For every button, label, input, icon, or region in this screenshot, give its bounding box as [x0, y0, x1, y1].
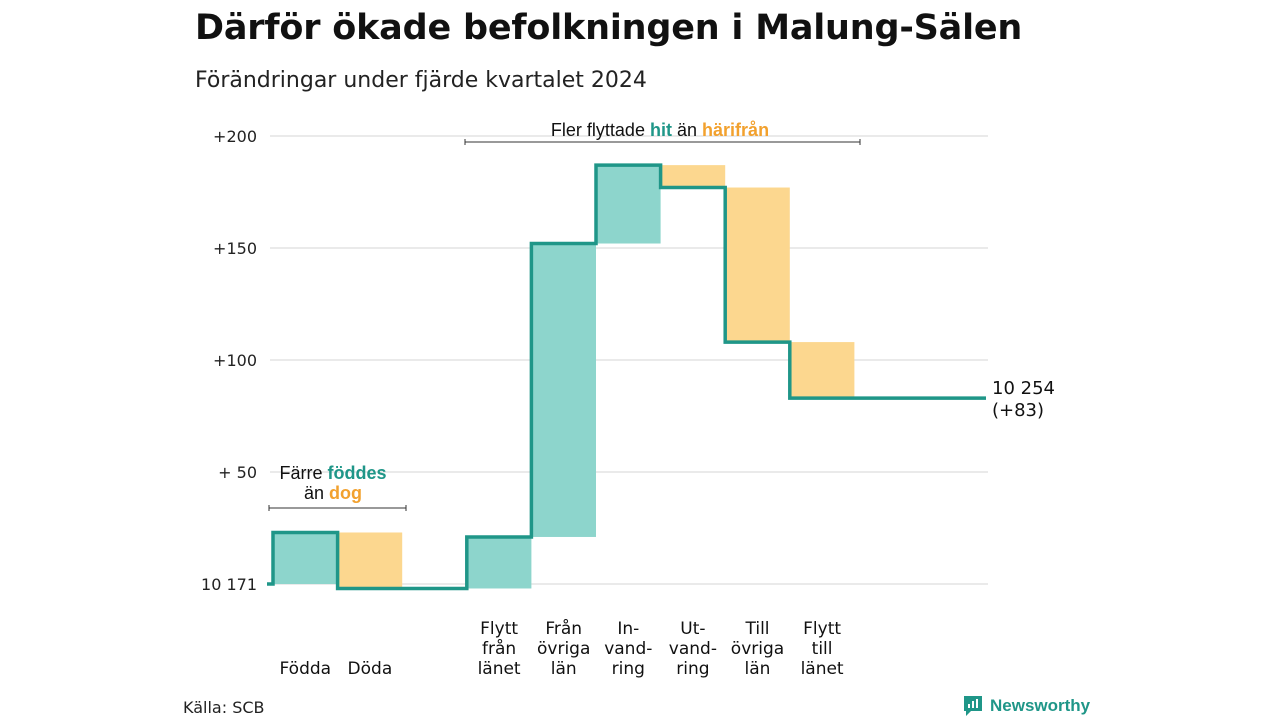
- category-label: vand-: [669, 639, 717, 659]
- y-tick-label: +100: [213, 351, 257, 370]
- newsworthy-logo-icon: [964, 696, 982, 716]
- category-label: från: [482, 638, 516, 659]
- y-tick-label: 10 171: [201, 575, 257, 594]
- category-label: Från: [545, 618, 582, 639]
- births-annotation-line2: än dog: [304, 483, 362, 503]
- bar-increase: [466, 536, 532, 589]
- bar-increase: [596, 165, 661, 244]
- category-label: län: [745, 659, 771, 679]
- births-annotation-line1: Färre föddes: [279, 463, 386, 483]
- step-line-layer: [267, 163, 986, 591]
- cumulative-step-line: [267, 163, 986, 591]
- y-tick-label: + 50: [218, 463, 257, 482]
- category-label: övriga: [537, 639, 590, 659]
- category-label: Flytt: [803, 619, 841, 639]
- category-label: övriga: [731, 639, 784, 659]
- category-label: län: [551, 659, 577, 679]
- chart-title: Därför ökade befolkningen i Malung-Sälen: [195, 8, 1023, 48]
- y-axis-ticks: 10 171 + 50 +100 +150 +200: [201, 127, 257, 594]
- category-label: till: [812, 639, 833, 659]
- category-labels: Födda DödaFlyttfrånlänetFrånövrigalänIn-v…: [280, 618, 844, 679]
- newsworthy-logo[interactable]: Newsworthy: [962, 694, 1090, 718]
- category-label: Ut-: [680, 619, 705, 639]
- end-value-label: 10 254: [992, 378, 1055, 399]
- moves-annotation: Fler flyttade hit än härifrån: [464, 120, 861, 145]
- category-label: ring: [676, 659, 709, 679]
- category-label: In-: [617, 619, 639, 639]
- bar-decrease: [725, 187, 790, 343]
- category-label: ring: [612, 659, 645, 679]
- bar-decrease: [789, 342, 855, 399]
- category-label: Födda: [280, 659, 332, 679]
- bar-decrease: [337, 532, 403, 589]
- chart-subtitle: Förändringar under fjärde kvartalet 2024: [195, 68, 647, 93]
- end-change-label: (+83): [992, 400, 1044, 421]
- category-label: vand-: [604, 639, 652, 659]
- bar-decrease: [660, 165, 726, 188]
- bar-increase: [531, 243, 596, 537]
- bars: [273, 165, 855, 589]
- newsworthy-logo-text: Newsworthy: [990, 696, 1091, 715]
- category-label: Döda: [348, 659, 393, 679]
- category-label: Till: [744, 619, 769, 639]
- bar-increase: [273, 532, 338, 584]
- births-annotation: Färre föddes än dog: [268, 463, 407, 511]
- category-label: Flytt: [480, 619, 518, 639]
- category-label: länet: [801, 659, 844, 679]
- source-note: Källa: SCB: [183, 698, 265, 717]
- moves-annotation-text: Fler flyttade hit än härifrån: [551, 120, 769, 140]
- category-label: länet: [478, 659, 521, 679]
- births-bracket: [268, 505, 407, 511]
- y-tick-label: +200: [213, 127, 257, 146]
- moves-bracket: [464, 139, 861, 145]
- y-tick-label: +150: [213, 239, 257, 258]
